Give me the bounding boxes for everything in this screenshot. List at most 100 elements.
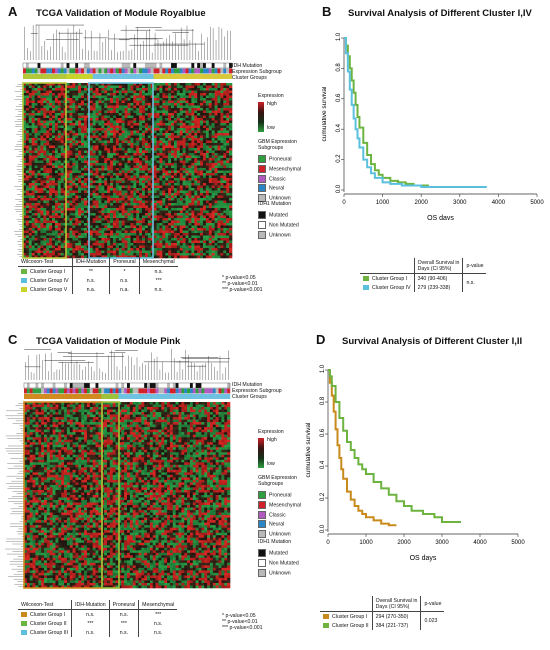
y-tick-label: 1.0 <box>320 364 326 373</box>
km-series-line <box>328 369 461 523</box>
table-row: Cluster Group II *** *** n.s. <box>18 619 178 628</box>
table-row: Cluster Group IV n.s. n.s. *** <box>18 276 178 285</box>
gbm-legend-swatch <box>258 164 266 173</box>
table-header: Proneural <box>108 600 139 610</box>
expression-color-bar <box>258 437 264 468</box>
panel-d-title: Survival Analysis of Different Cluster I… <box>342 336 523 347</box>
y-tick-label: 0.8 <box>320 396 326 405</box>
idh-legend-item: Mutated <box>258 548 299 557</box>
panel-a-row-dendrogram <box>14 84 23 257</box>
table-cell: n.s. <box>138 285 178 294</box>
idh-legend-label: Mutated <box>269 550 288 557</box>
gbm-legend-swatch <box>258 154 266 163</box>
km-d-row-2-value: 384 (221-737) <box>371 621 421 630</box>
panel-c-row-dendrogram <box>5 403 24 587</box>
x-axis-label: OS days <box>427 215 454 220</box>
panel-c-idh-legend: IDH1 Mutation Mutated Non Mutated Unknown <box>258 539 299 579</box>
y-tick-label: 0.0 <box>336 184 342 193</box>
y-tick-label: 0.8 <box>336 63 342 72</box>
table-cell: n.a. <box>71 285 110 294</box>
idh-legend-swatch <box>258 220 266 229</box>
idh-legend-label: Unknown <box>269 232 291 239</box>
expression-high-label: high <box>267 100 277 107</box>
gbm-legend-swatch <box>258 174 266 183</box>
gbm-legend-label: Proneural <box>269 492 292 499</box>
gbm-legend-label: Neural <box>269 521 285 528</box>
panel-a-expression-legend: Expression high low <box>258 93 284 132</box>
gbm-legend-title-2: Subgroups <box>258 144 284 151</box>
gbm-legend-item: Mesenchymal <box>258 500 301 509</box>
gbm-legend-swatch <box>258 510 266 519</box>
km-b-row-2-value: 279 (239-338) <box>413 283 463 292</box>
km-d-row-1-value: 294 (270-350) <box>371 611 421 621</box>
table-header: Wilcoxon-Test <box>18 257 73 267</box>
x-tick-label: 3000 <box>435 540 449 546</box>
km-b-row-1-value: 340 (90-406) <box>413 273 463 283</box>
table-cell: n.s. <box>138 628 178 637</box>
panel-b-km-plot: 0.0 0.2 0.4 0.6 0.8 1.0 0 1000 2000 3000 4000 5000 c… <box>322 32 544 220</box>
gbm-legend-label: Mesenchymal <box>269 166 302 173</box>
panel-a-letter: A <box>8 4 18 19</box>
panel-c-letter: C <box>8 332 18 347</box>
panel-b-letter: B <box>322 4 332 19</box>
panel-c-heatmap-cells <box>24 402 231 589</box>
sig-key-3: *** p-value<0.001 <box>222 286 263 293</box>
idh-legend-label: Non Mutated <box>269 560 299 567</box>
gbm-legend-item: Unknown <box>258 194 301 203</box>
panel-a-wilcoxon-table: Wilcoxon-Test IDH-Mutation Proneural Mesenc… <box>18 257 178 294</box>
gbm-legend-title-2: Subgroups <box>258 480 284 487</box>
track-label-idh: IDH Mutation <box>232 63 263 69</box>
panel-c-annotation-tracks <box>23 382 231 399</box>
panel-c-wilcoxon-table: Wilcoxon-Test IDH-Mutation Proneural Mesenc… <box>18 600 178 637</box>
table-group-cell: Cluster Group I <box>18 267 72 277</box>
table-header: IDH-Mutation <box>71 600 110 610</box>
gbm-legend-swatch <box>258 184 266 193</box>
gbm-legend-item: Proneural <box>258 154 301 163</box>
idh-legend-swatch <box>258 548 266 557</box>
gbm-legend-swatch <box>258 490 266 499</box>
table-group-cell: Cluster Group III <box>18 628 72 637</box>
table-group-cell: Cluster Group V <box>18 285 72 294</box>
table-cell: n.s. <box>138 266 178 276</box>
gbm-legend-swatch <box>258 520 266 529</box>
table-cell: n.s. <box>108 628 139 637</box>
table-cell: n.s. <box>71 628 110 637</box>
km-series-line <box>344 37 487 188</box>
x-tick-label: 4000 <box>473 540 487 546</box>
km-b-header-2: Days (CI 95%) <box>417 265 452 272</box>
km-b-row-2-group: Cluster Group IV <box>360 283 414 292</box>
y-tick-label: 0.4 <box>336 123 342 132</box>
panel-c-gbm-legend: GBM Expression Subgroups Proneural Mesenc… <box>258 475 301 540</box>
expression-legend-title: Expression <box>258 93 284 99</box>
idh-legend-item: Non Mutated <box>258 558 299 567</box>
panel-a-heatmap <box>14 24 233 259</box>
table-header: Proneural <box>109 257 140 267</box>
expression-low-label: low <box>267 461 275 467</box>
km-d-pvalue: 0.023 <box>420 611 445 630</box>
table-cell: ** <box>71 266 110 276</box>
table-group-cell: Cluster Group II <box>18 619 72 628</box>
expression-legend-title: Expression <box>258 429 284 435</box>
panel-a-heatmap-cells <box>23 83 233 259</box>
table-cell: *** <box>138 276 178 285</box>
panel-d-letter: D <box>316 332 326 347</box>
idh-legend-swatch <box>258 558 266 567</box>
table-cell: *** <box>108 619 139 628</box>
y-axis-label: cumulative survival <box>305 422 312 477</box>
panel-d-survival-table: Overall Survival in Days (CI 95%) p-value… <box>320 596 445 630</box>
x-tick-label: 0 <box>326 540 330 546</box>
y-tick-label: 0.0 <box>320 524 326 533</box>
x-tick-label: 5000 <box>530 200 544 206</box>
panel-a-track-labels: IDH Mutation Expression Subgroup Cluster… <box>232 63 282 82</box>
panel-d-km-plot: 0.0 0.2 0.4 0.6 0.8 1.0 0 1000 2000 3000 4000 5000 c… <box>305 364 525 562</box>
table-cell: n.s. <box>71 276 110 285</box>
x-tick-label: 1000 <box>359 540 373 546</box>
panel-a-title: TCGA Validation of Module Royalblue <box>36 8 206 19</box>
km-b-header-p: p-value <box>462 258 487 274</box>
track-label-cluster: Cluster Groups <box>232 393 267 400</box>
idh-legend-swatch <box>258 230 266 239</box>
panel-c-track-labels: IDH Mutation Expression Subgroup Cluster… <box>232 382 282 401</box>
idh-legend-title: IDH1 Mutation <box>258 201 292 207</box>
x-tick-label: 4000 <box>492 200 506 206</box>
